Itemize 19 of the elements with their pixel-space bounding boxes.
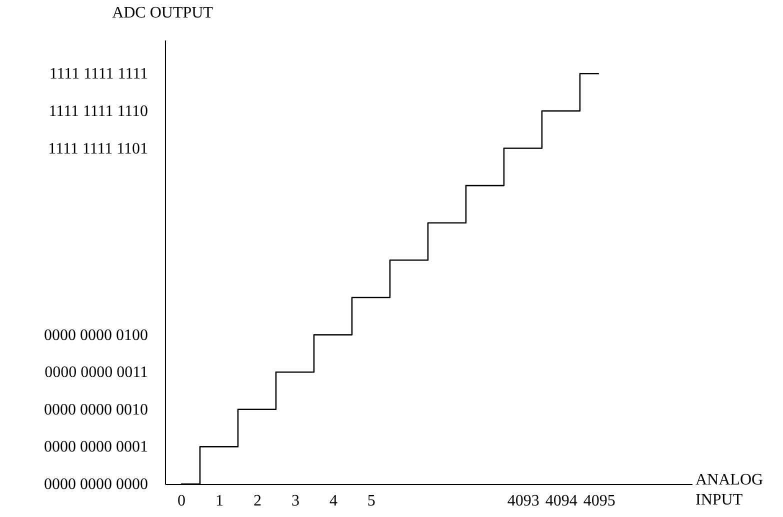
x-tick-label: 3 — [291, 492, 300, 510]
x-tick-label: 2 — [253, 492, 262, 510]
text: 0000 0000 0010 — [44, 401, 148, 418]
text: 0000 0000 0001 — [44, 438, 148, 456]
x-tick-label: 0 — [177, 492, 186, 510]
text: 1111 1111 1111 — [49, 66, 148, 83]
text: 0000 0000 0011 — [44, 364, 148, 382]
x-tick-label: 4095 — [583, 492, 616, 510]
x-tick-label: 4 — [329, 492, 338, 510]
x-tick-label: 5 — [367, 492, 376, 510]
text: 1111 1111 1101 — [48, 140, 148, 158]
text: 0000 0000 0100 — [44, 326, 148, 344]
text: 0000 0000 0000 — [44, 476, 148, 493]
x-axis-title: ANALOG INPUT — [696, 472, 764, 508]
text: 1111 1111 1110 — [48, 102, 148, 120]
x-tick-label: 1 — [215, 492, 224, 510]
x-tick-label: 4093 — [507, 492, 540, 510]
x-tick-label: 4094 — [545, 492, 578, 510]
y-axis-title: ADC OUTPUT — [112, 4, 214, 22]
